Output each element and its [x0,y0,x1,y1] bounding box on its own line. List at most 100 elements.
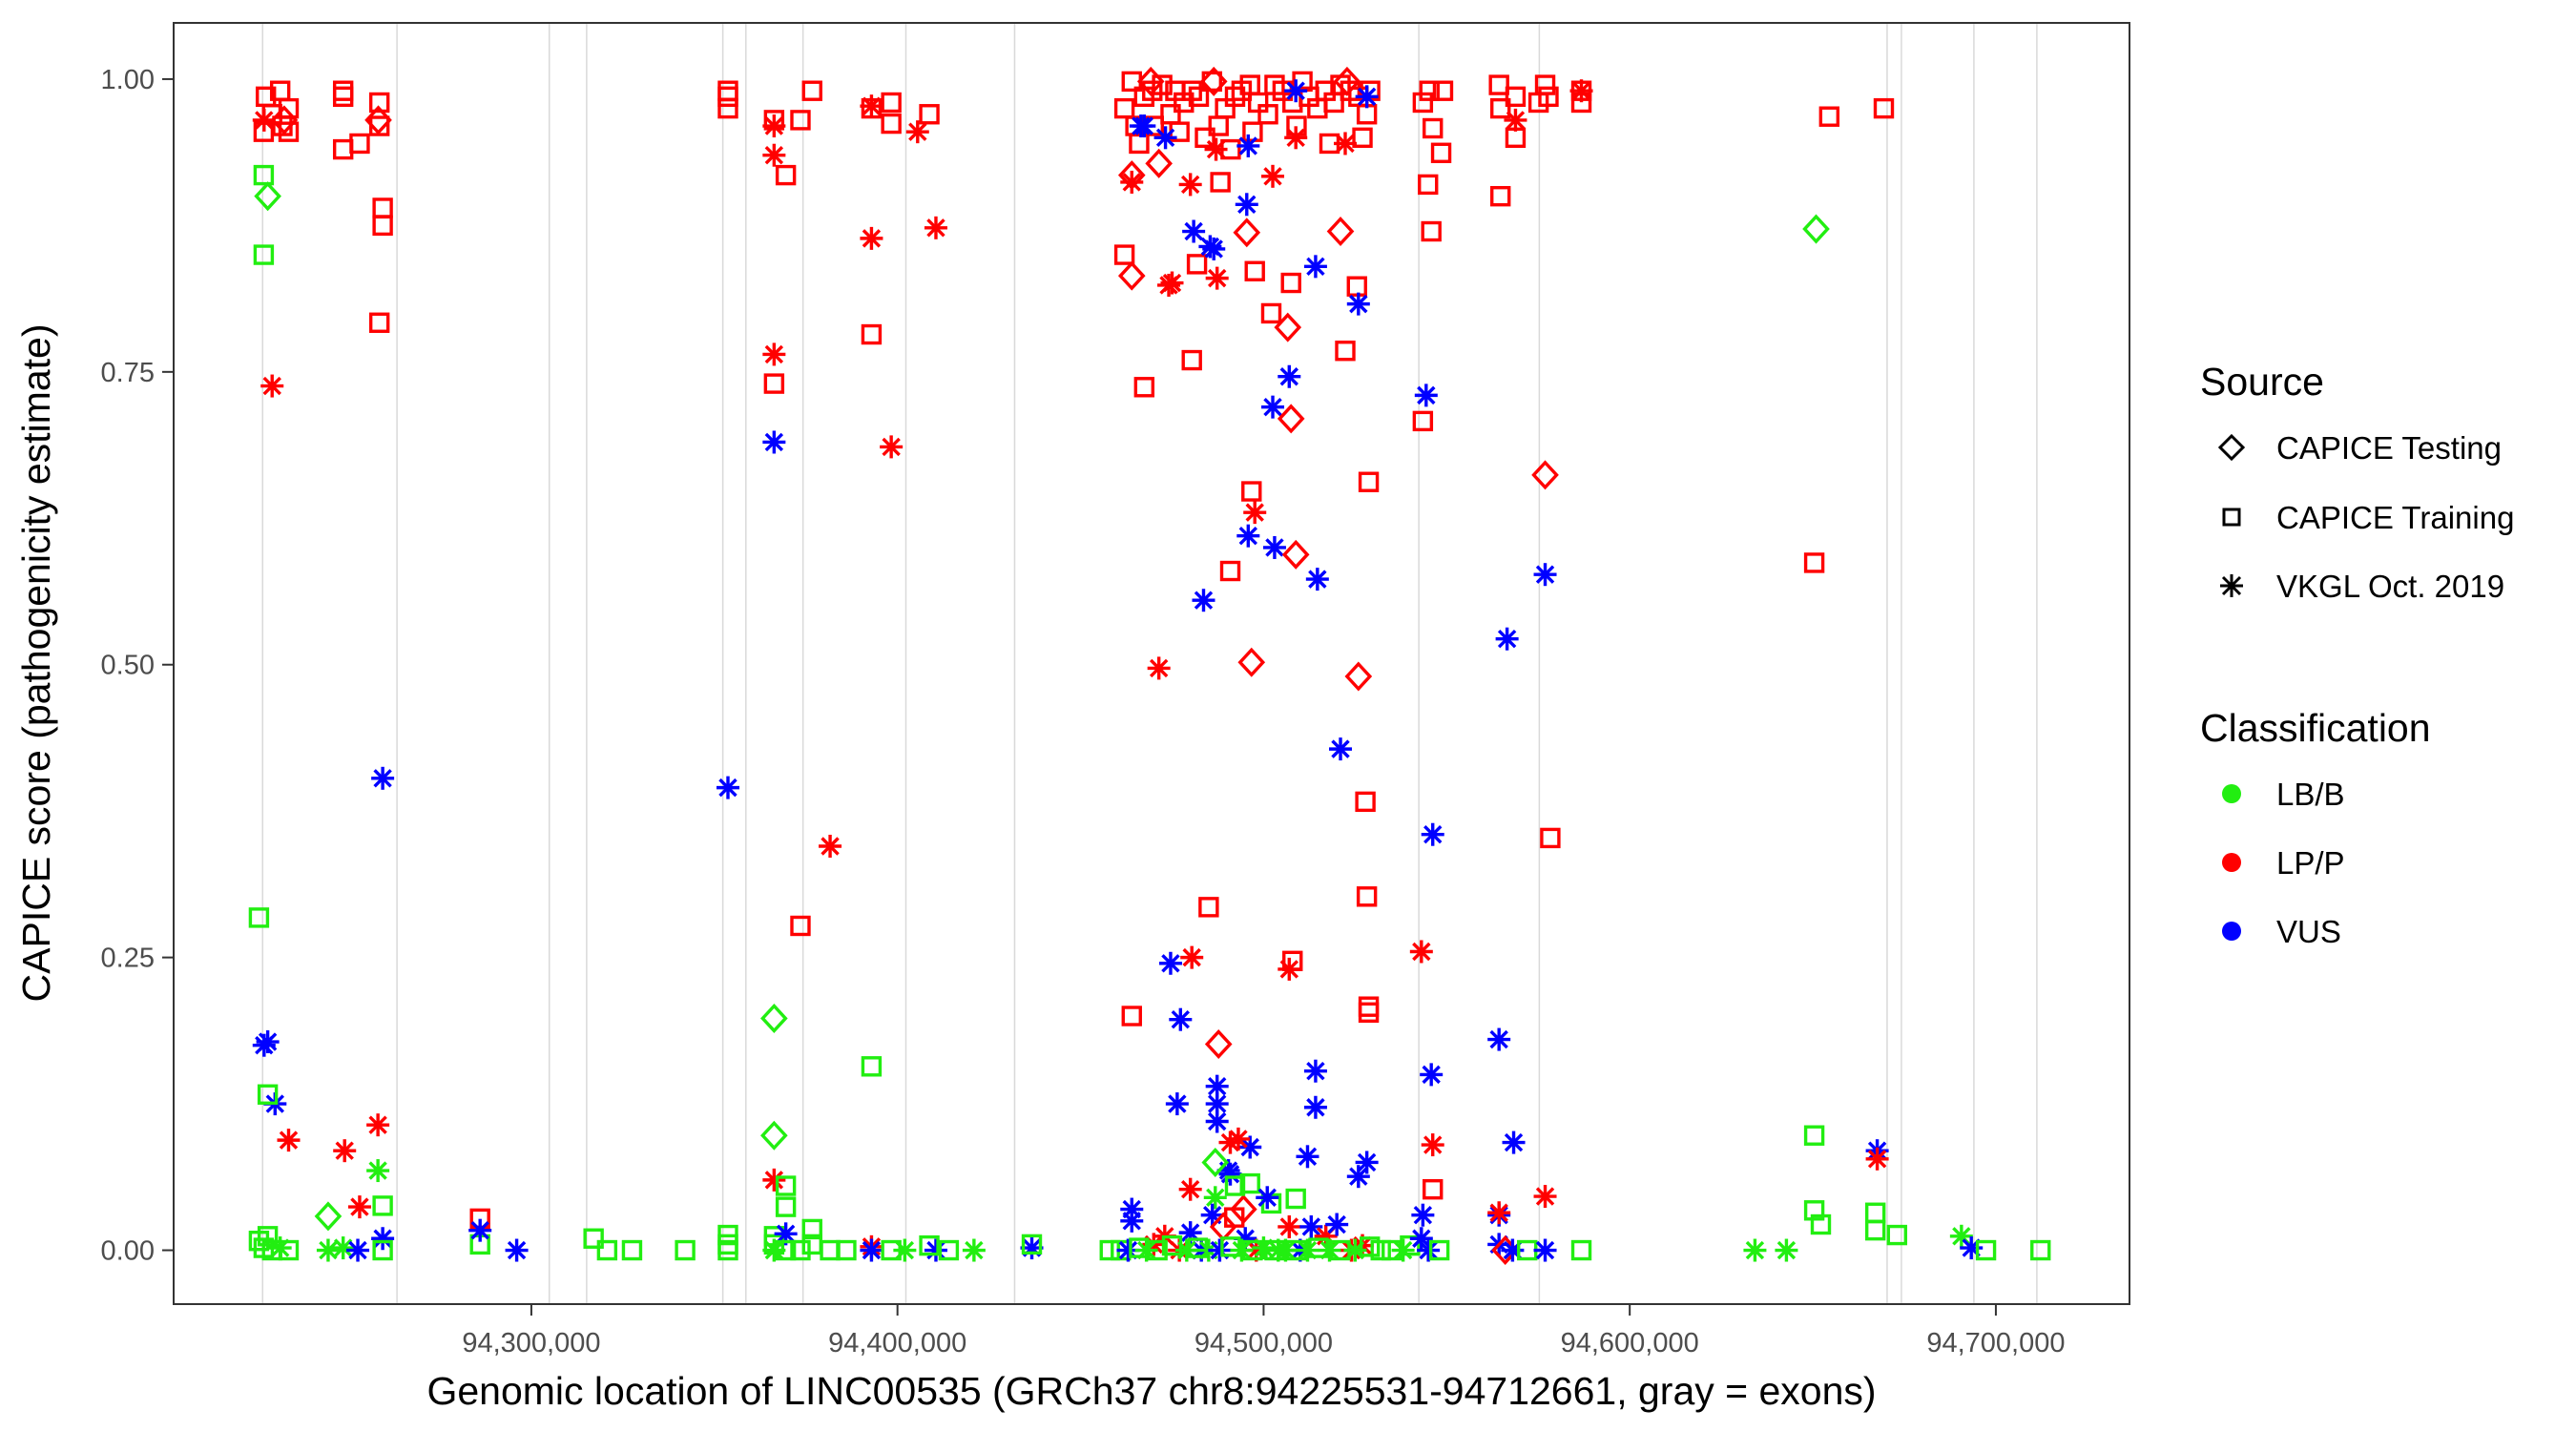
data-point-asterisk [762,1168,786,1192]
data-point-asterisk [1134,1238,1158,1262]
data-point-square [257,1226,279,1247]
legend-item-lb-b: LB/B [2222,777,2345,812]
data-point-asterisk [1200,1203,1224,1227]
x-tick-label: 94,500,000 [1195,1328,1333,1358]
data-point-square [1224,1207,1245,1228]
data-point-asterisk [1533,1185,1557,1209]
data-point-square [1133,377,1155,398]
data-point-asterisk [1502,1130,1526,1154]
data-point-square [790,1239,811,1261]
red-dot-icon [2222,853,2241,872]
x-tick-label: 94,600,000 [1561,1328,1699,1358]
data-point-asterisk [1153,126,1177,150]
data-point-asterisk [1178,1177,1202,1201]
data-point-asterisk [1204,137,1228,161]
square-icon [2222,508,2241,527]
legend-source-title: Source [2200,360,2324,404]
data-point-diamond [1277,404,1305,434]
data-point-square [1803,552,1825,573]
data-point-asterisk [1203,1186,1227,1210]
data-point-square [1219,560,1241,582]
data-point-asterisk [1182,219,1206,243]
data-point-asterisk [260,374,284,398]
data-point-asterisk [1420,1063,1444,1087]
data-point-square [1419,80,1440,101]
data-point-square [253,164,275,186]
data-point-asterisk [366,1159,390,1183]
data-point-diamond [1281,539,1310,570]
data-point-square [1113,244,1135,265]
data-point-square [257,1084,279,1105]
data-point-asterisk [1533,1238,1557,1262]
data-point-diamond [1237,647,1266,677]
data-point-square [1224,1175,1246,1196]
data-point-square [1181,80,1202,101]
x-axis-ticks: 94,300,000 94,400,000 94,500,000 94,600,000… [462,1304,2066,1358]
data-points [248,66,2051,1266]
data-point-asterisk [924,216,947,239]
data-point-asterisk [1284,126,1308,150]
data-point-diamond [1333,66,1361,96]
x-tick-label: 94,300,000 [462,1328,600,1358]
data-point-asterisk [1202,237,1226,260]
legend-label: CAPICE Testing [2276,430,2502,466]
data-point-asterisk [1303,1059,1327,1083]
data-point-asterisk [1414,384,1438,407]
data-point-square [1810,1213,1832,1235]
data-point-asterisk [1325,1213,1349,1236]
legend-label: VUS [2276,914,2341,949]
data-point-asterisk [1417,1238,1441,1262]
data-point-diamond [760,1120,788,1151]
data-point-asterisk [371,766,395,790]
data-point-square [836,1239,857,1261]
data-point-square [1198,897,1219,918]
data-point-asterisk [1296,1238,1319,1262]
data-point-square [675,1239,696,1261]
data-point-square [801,1218,822,1240]
data-point-square [881,92,902,114]
data-point-diamond [270,105,299,135]
y-tick-label: 0.00 [101,1236,155,1267]
data-point-asterisk [1274,1238,1298,1262]
data-point-square [1355,791,1376,813]
data-point-asterisk [1236,134,1260,157]
data-point-asterisk [819,835,842,859]
data-point-asterisk [333,1139,357,1163]
data-point-square [1021,1234,1043,1255]
data-point-asterisk [1305,568,1329,591]
data-point-square [1418,174,1439,196]
y-tick-label: 1.00 [101,65,155,95]
data-point-asterisk [331,1236,355,1260]
data-point-asterisk [1218,1130,1242,1154]
data-point-square [1412,410,1434,432]
x-tick-label: 94,700,000 [1926,1328,2065,1358]
data-point-asterisk [277,1129,301,1152]
data-point-diamond [1274,312,1302,342]
data-point-square [1803,1125,1825,1146]
data-point-square [1121,1006,1142,1027]
data-point-square [1864,1219,1886,1241]
data-point-square [861,323,883,345]
exon-lines [261,23,2038,1304]
data-point-asterisk [1205,266,1229,290]
data-point-square [1505,86,1527,108]
data-point-asterisk [1296,1145,1319,1169]
data-point-diamond [1199,66,1228,96]
data-point-asterisk [1261,164,1285,188]
data-point-diamond [1802,214,1830,244]
data-point-asterisk [366,1113,390,1137]
data-point-asterisk [1421,822,1444,846]
data-point-asterisk [880,435,904,459]
data-point-square [1147,1239,1168,1261]
data-point-asterisk [860,226,883,250]
data-point-square [1224,86,1246,108]
data-point-square [790,915,811,937]
data-point-asterisk [762,1238,786,1262]
data-point-diamond [1531,460,1559,490]
data-point-asterisk [860,1238,883,1262]
data-point-asterisk [468,1218,492,1242]
data-point-asterisk [1865,1147,1889,1171]
data-point-square [717,1239,738,1261]
data-point-square [775,1239,797,1261]
